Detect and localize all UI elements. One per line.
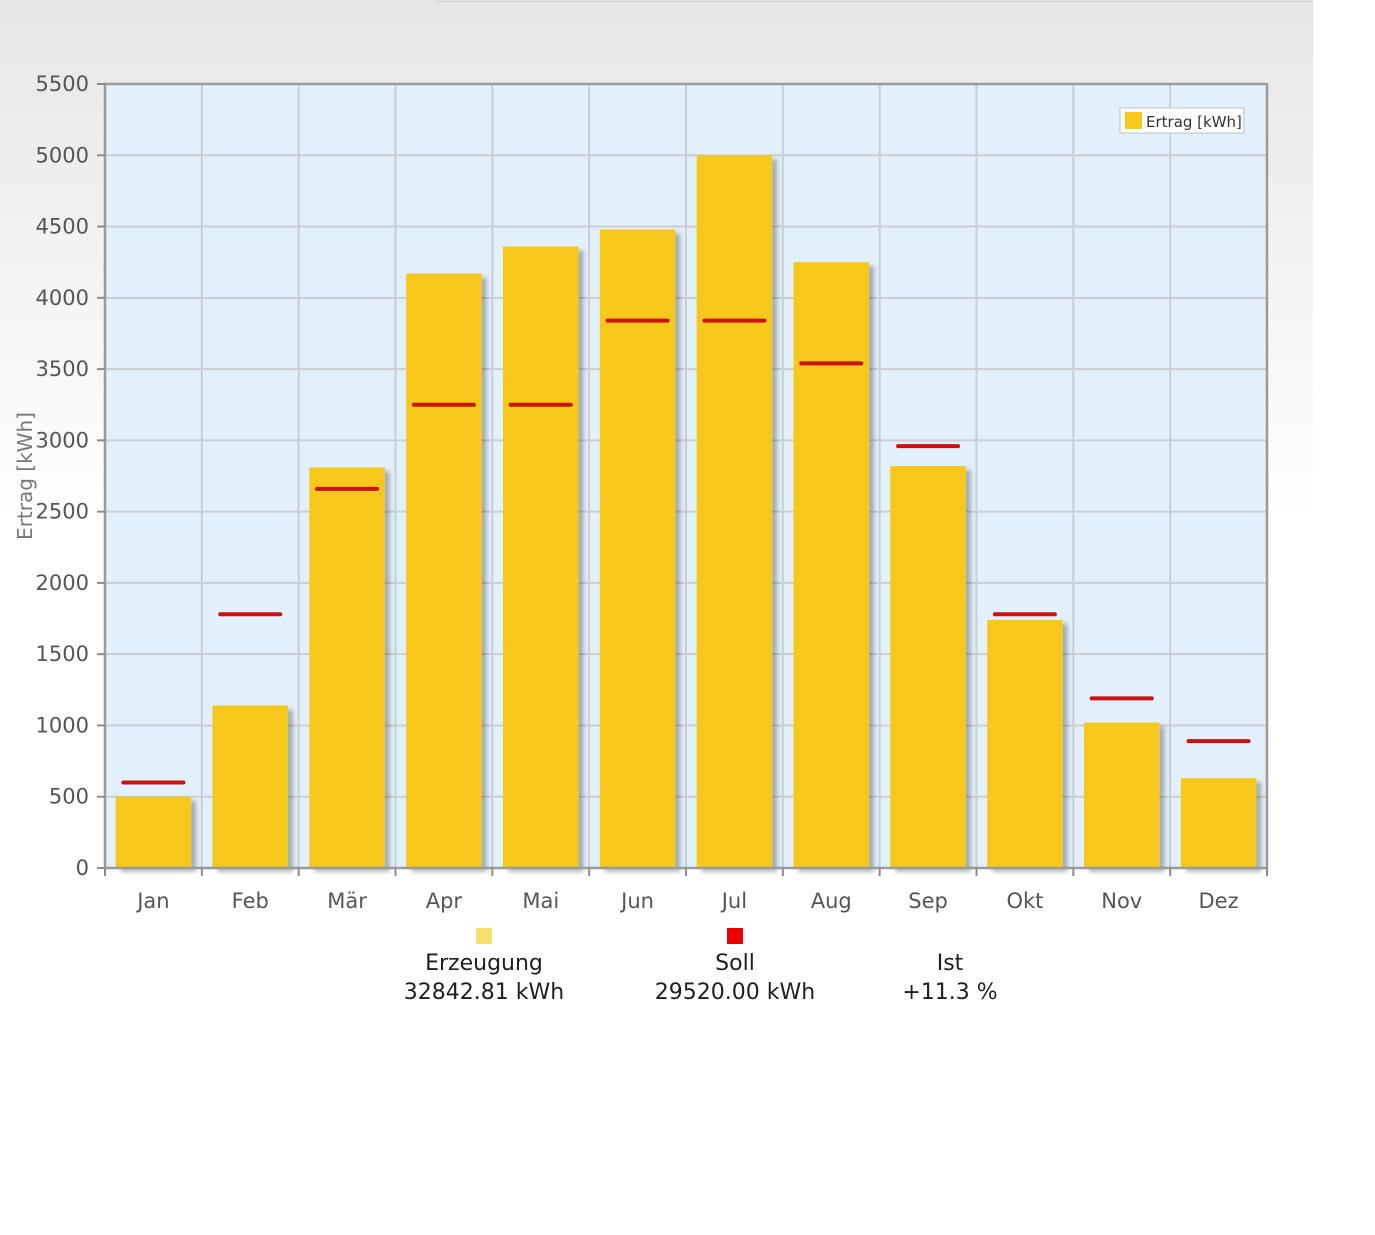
y-tick-label: 2500 [36,500,89,524]
x-tick-label: Feb [232,889,269,913]
x-tick-label: Okt [1006,889,1043,913]
bar-Feb [212,705,289,868]
bar-Dez [1180,778,1257,868]
legend-swatch [1125,112,1142,129]
y-tick-label: 3000 [36,428,89,452]
bar-Jun [599,229,676,868]
x-tick-label: Jun [619,889,654,913]
bar-Jul [696,155,773,869]
erzeugung-label: Erzeugung [425,951,543,976]
erzeugung-swatch [476,928,492,944]
bar-Okt [987,619,1063,868]
target-series [121,318,1251,785]
y-tick-label: 5500 [36,72,89,96]
summary-erzeugung: Erzeugung 32842.81 kWh [384,928,584,1007]
y-axis-label: Ertrag [kWh] [13,412,37,540]
y-tick-label: 5000 [36,143,89,167]
x-tick-label: Nov [1101,889,1142,913]
x-tick-label: Apr [426,889,463,913]
grid [105,84,1267,868]
x-tick-label: Aug [811,889,852,913]
y-tick-label: 500 [49,785,89,809]
legend: Ertrag [kWh] [1119,107,1245,134]
bar-series [115,155,1257,869]
erzeugung-value: 32842.81 kWh [403,980,565,1005]
x-tick-label: Jan [135,889,169,913]
y-tick-label: 2000 [36,571,89,595]
y-tick-label: 4000 [36,286,89,310]
bar-Sep [890,466,966,868]
bar-Mär [309,467,385,868]
x-tick-label: Jul [720,889,747,913]
summary-soll: Soll 29520.00 kWh [635,928,835,1007]
ist-value: +11.3 % [902,980,998,1005]
soll-label: Soll [715,951,755,976]
x-tick-label: Mai [522,889,559,913]
soll-swatch [727,928,743,944]
x-axis: Jan Feb Mär Apr Mai Jun Jul Aug Sep Okt Nov Dez [104,868,1268,913]
summary-ist: Ist +11.3 % [870,928,1030,1007]
bar-Jan [115,796,192,868]
x-tick-label: Dez [1199,889,1239,913]
bar-Aug [793,262,870,868]
bar-Apr [406,273,482,868]
legend-label: Ertrag [kWh] [1146,113,1242,131]
bar-Mai [502,246,579,868]
bar-Nov [1083,722,1160,868]
y-tick-label: 3500 [36,357,89,381]
ist-label: Ist [936,951,964,976]
x-tick-label: Mär [327,889,367,913]
y-tick-label: 0 [76,856,89,880]
x-tick-label: Sep [908,889,948,913]
soll-value: 29520.00 kWh [654,980,816,1005]
y-tick-label: 1500 [36,642,89,666]
y-tick-label: 4500 [36,215,89,239]
y-tick-label: 1000 [36,713,89,737]
y-axis: 0 500 1000 1500 2000 2500 3000 3500 4000 4500 5000… [36,72,105,880]
